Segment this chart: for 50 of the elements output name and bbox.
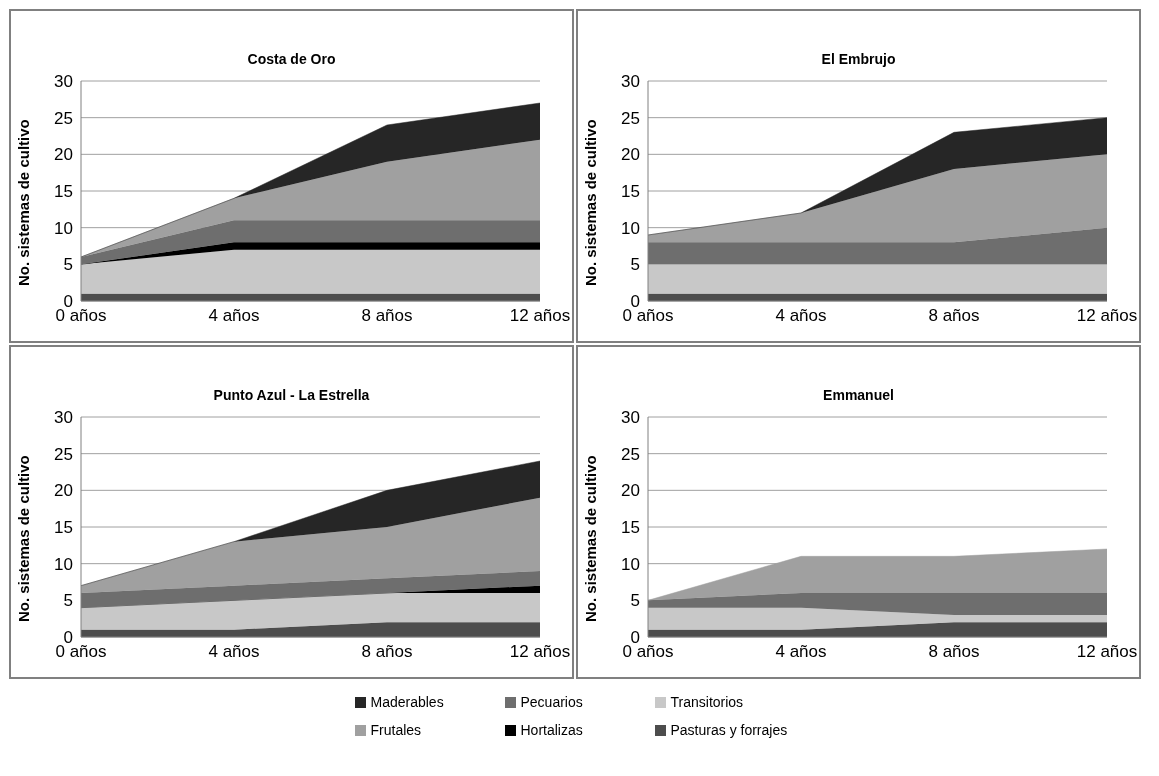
legend-label: Frutales — [370, 722, 422, 738]
y-tick-label: 5 — [630, 591, 640, 611]
y-tick-label: 25 — [54, 444, 73, 464]
y-tick-label: 10 — [54, 218, 73, 238]
x-tick-label: 8 años — [928, 642, 980, 662]
y-tick-label: 25 — [621, 108, 640, 128]
y-tick-label: 15 — [621, 182, 640, 202]
y-axis-title: No. sistemas de cultivo — [582, 119, 600, 286]
legend-label: Maderables — [370, 694, 444, 710]
x-tick-label: 12 años — [509, 306, 571, 326]
legend-label: Pasturas y forrajes — [670, 722, 788, 738]
y-tick-label: 20 — [54, 481, 73, 501]
y-tick-label: 15 — [54, 518, 73, 538]
y-tick-label: 5 — [63, 255, 73, 275]
chart-title: Emmanuel — [822, 387, 895, 403]
y-tick-label: 10 — [621, 218, 640, 238]
x-tick-label: 4 años — [775, 306, 827, 326]
chart-title: Punto Azul - La Estrella — [212, 387, 371, 403]
y-tick-label: 10 — [621, 554, 640, 574]
y-axis-title: No. sistemas de cultivo — [582, 455, 600, 622]
legend-label: Pecuarios — [520, 694, 583, 710]
y-tick-label: 30 — [621, 408, 640, 428]
y-tick-label: 25 — [621, 444, 640, 464]
y-tick-label: 5 — [63, 591, 73, 611]
x-tick-label: 4 años — [775, 642, 827, 662]
y-tick-label: 20 — [54, 145, 73, 165]
x-tick-label: 8 años — [928, 306, 980, 326]
legend-label: Hortalizas — [520, 722, 583, 738]
chart-title: Costa de Oro — [246, 51, 337, 67]
x-tick-label: 8 años — [361, 306, 413, 326]
y-tick-label: 25 — [54, 108, 73, 128]
y-tick-label: 20 — [621, 145, 640, 165]
x-tick-label: 12 años — [1076, 642, 1138, 662]
y-axis-title: No. sistemas de cultivo — [15, 119, 33, 286]
x-tick-label: 8 años — [361, 642, 413, 662]
chart-title: El Embrujo — [820, 51, 897, 67]
y-tick-label: 20 — [621, 481, 640, 501]
legend-label: Transitorios — [670, 694, 744, 710]
y-tick-label: 30 — [54, 72, 73, 92]
y-axis-title: No. sistemas de cultivo — [15, 455, 33, 622]
x-tick-label: 4 años — [208, 306, 260, 326]
y-tick-label: 5 — [630, 255, 640, 275]
y-tick-label: 15 — [621, 518, 640, 538]
x-tick-label: 12 años — [509, 642, 571, 662]
x-tick-label: 12 años — [1076, 306, 1138, 326]
y-tick-label: 30 — [54, 408, 73, 428]
x-tick-label: 4 años — [208, 642, 260, 662]
y-tick-label: 30 — [621, 72, 640, 92]
y-tick-label: 10 — [54, 554, 73, 574]
y-tick-label: 15 — [54, 182, 73, 202]
